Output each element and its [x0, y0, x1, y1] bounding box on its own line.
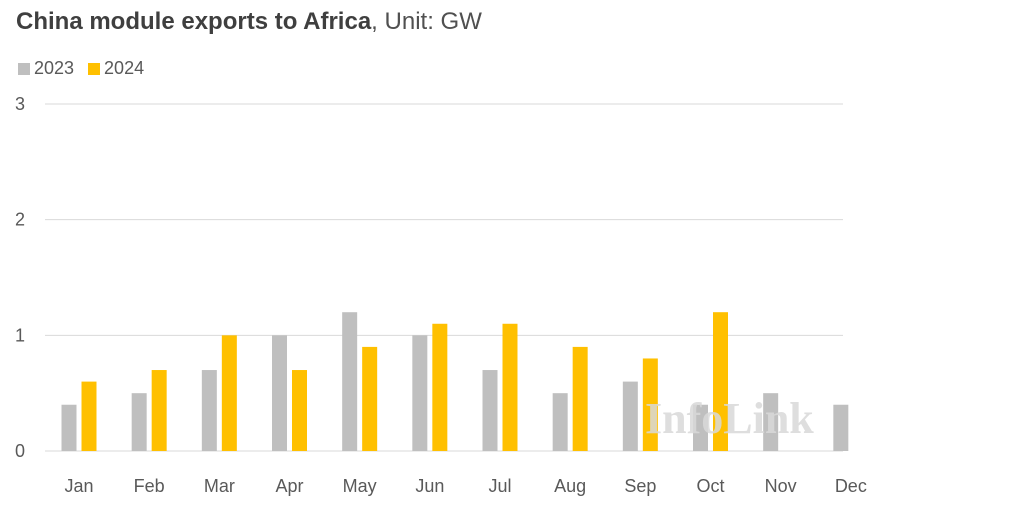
x-tick-label-jan: Jan — [64, 476, 93, 496]
x-tick-label-aug: Aug — [554, 476, 586, 496]
bar-2023-apr — [272, 335, 287, 451]
x-tick-label-dec: Dec — [835, 476, 867, 496]
bar-2024-may — [362, 346, 378, 451]
x-tick-label-jun: Jun — [415, 476, 444, 496]
chart-legend: 2023 2024 — [18, 58, 158, 79]
bar-2023-oct — [693, 404, 708, 451]
bar-2024-mar — [221, 335, 237, 451]
bar-2023-jul — [482, 370, 498, 451]
x-tick-label-may: May — [343, 476, 377, 496]
chart-title: China module exports to Africa, Unit: GW — [16, 8, 482, 36]
x-tick-label-apr: Apr — [275, 476, 303, 496]
y-tick-label: 3 — [15, 94, 25, 114]
legend-item-2023: 2023 — [18, 58, 74, 79]
x-tick-label-jul: Jul — [488, 476, 511, 496]
legend-swatch-2024 — [88, 62, 101, 75]
infolink-watermark: InfoLink — [645, 394, 814, 443]
bar-2023-feb — [131, 393, 147, 451]
chart-title-main: China module exports to Africa — [16, 8, 372, 35]
bar-2024-sep — [642, 358, 658, 451]
bar-2023-sep — [622, 381, 638, 451]
bar-2023-may — [342, 312, 358, 451]
y-tick-label: 0 — [15, 441, 25, 461]
x-tick-label-mar: Mar — [204, 476, 235, 496]
bar-2024-jul — [502, 323, 518, 451]
legend-item-2024: 2024 — [88, 58, 144, 79]
bar-2023-jun — [412, 335, 428, 451]
x-tick-label-nov: Nov — [765, 476, 797, 496]
legend-label-2023: 2023 — [34, 58, 75, 78]
legend-label-2024: 2024 — [104, 58, 145, 78]
legend-swatch-2023 — [18, 62, 30, 75]
bar-2024-oct — [713, 312, 728, 451]
x-axis-ticks: Jan Feb Mar Apr May Jun Jul Aug Sep Oct Nov Dec — [64, 476, 866, 496]
bar-2024-jan — [81, 381, 97, 451]
y-tick-label: 2 — [15, 210, 25, 230]
bar-2024-aug — [572, 346, 588, 451]
y-axis-ticks: 0 1 2 3 — [15, 94, 25, 461]
chart-title-unit: , Unit: GW — [371, 8, 482, 35]
y-tick-label: 1 — [15, 325, 25, 345]
x-tick-label-oct: Oct — [696, 476, 724, 496]
x-tick-label-feb: Feb — [134, 476, 165, 496]
bar-2024-apr — [292, 370, 307, 451]
bar-2023-mar — [201, 370, 217, 451]
bar-2023-aug — [552, 393, 568, 451]
bar-2024-jun — [432, 323, 448, 451]
bar-2024-feb — [151, 370, 167, 451]
bar-2023-nov — [763, 393, 779, 451]
bar-2023-dec — [833, 404, 849, 451]
x-tick-label-sep: Sep — [624, 476, 656, 496]
bars — [61, 312, 849, 451]
bar-2023-jan — [61, 404, 77, 451]
